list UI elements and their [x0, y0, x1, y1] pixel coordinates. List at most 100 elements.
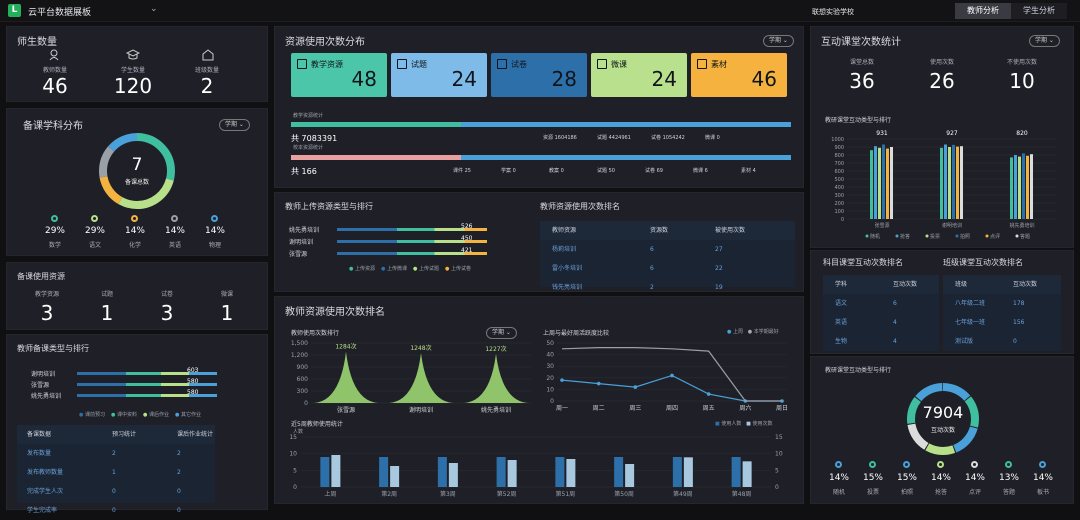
panel-title: 互动课堂次数统计	[821, 37, 901, 48]
resource-card[interactable]: 微课 24	[591, 53, 687, 97]
table-row[interactable]: 钱先亮培训 2 19	[540, 278, 795, 297]
tab-teacher-analysis[interactable]: 教师分析	[955, 3, 1011, 19]
resource-card[interactable]: 教学资源 48	[291, 53, 387, 97]
donut-slice-chinese	[99, 133, 175, 209]
resource-card[interactable]: 试卷 28	[491, 53, 587, 97]
legend-item: 拍照	[960, 233, 970, 240]
term-dropdown[interactable]: 学期 ⌄	[486, 327, 517, 339]
bar	[1026, 155, 1029, 219]
legend-dot	[865, 234, 869, 238]
data-label: 820	[1016, 130, 1028, 137]
bar	[742, 461, 752, 487]
y2-tick-label: 10	[775, 451, 783, 458]
y-tick-label: 1000	[831, 137, 844, 143]
legend-item: 投票	[930, 233, 940, 240]
legend-item: ● 上传试题	[413, 266, 439, 272]
resource-card-label: 试卷	[511, 60, 527, 69]
resource-card-value: 46	[751, 67, 777, 91]
y-tick-label: 400	[834, 185, 844, 191]
weekly-activity-line-chart: 0 10 20 30 40 50 周一 周二 周三 周四 周五 周六 周日	[546, 340, 788, 412]
x-tick-label: 周日	[776, 405, 788, 412]
x-tick-label: 张雪源	[337, 406, 355, 414]
resource-card-value: 24	[651, 67, 677, 91]
legend-dot	[955, 234, 959, 238]
data-point	[633, 385, 638, 389]
table-row[interactable]: 语文 6	[823, 294, 939, 313]
table-row[interactable]: 发布教师数量 1 2	[17, 463, 215, 482]
legend-item: 抢答	[900, 233, 910, 240]
x-tick-label: 周五	[703, 405, 715, 412]
area-peak	[314, 351, 378, 403]
y-tick-label: 0	[550, 398, 554, 405]
table-cell: 0	[177, 488, 181, 495]
legend-name: 化学	[128, 242, 141, 249]
data-point	[706, 392, 711, 396]
y-tick-label: 100	[834, 209, 844, 215]
chevron-down-icon[interactable]: ⌄	[150, 4, 158, 14]
table-row[interactable]: 学生完成率 0 0	[17, 501, 215, 520]
table-row[interactable]: 雷小冬培训 6 22	[540, 259, 795, 278]
teacher-prep-rank-panel: 教师备课类型与排行 谢明培训 603 张雪源 580 姚先勇培训 580 ● 课前预习 ● …	[6, 334, 268, 514]
table-row[interactable]: 八年级二班 178	[943, 294, 1061, 313]
resource-card[interactable]: 试题 24	[391, 53, 487, 97]
school-name: 联想实验学校	[812, 8, 854, 16]
legend-name: 数学	[48, 242, 61, 249]
app-title[interactable]: 云平台数据展板	[28, 8, 92, 18]
rank-value: 526	[461, 223, 473, 230]
resource-card-icon	[497, 59, 507, 69]
bar	[566, 459, 576, 487]
term-dropdown[interactable]: 学期 ⌄	[219, 119, 250, 131]
area-chart-title: 教师使用次数排行	[291, 330, 340, 337]
res-item: 试卷 69	[645, 168, 663, 174]
data-label: 1227次	[485, 345, 506, 353]
resource-card-icon	[297, 59, 307, 69]
table-cell: 6	[893, 300, 897, 307]
bar	[944, 144, 947, 219]
rank-value: 580	[187, 389, 199, 396]
panel-title: 师生数量	[17, 37, 57, 48]
bar	[614, 457, 624, 487]
y-tick-label: 10	[546, 386, 554, 393]
x-tick-label: 谢明培训	[409, 406, 433, 414]
interaction-rank-panel: 科目课堂互动次数排名 班级课堂互动次数排名 学科 互动次数 语文 6 英语 4 生物 4 班级…	[810, 250, 1074, 354]
table-row[interactable]: 七年级一班 156	[943, 313, 1061, 332]
y-tick-label: 700	[834, 161, 844, 167]
bar-chart-title: 近5周教师使用统计	[291, 421, 343, 428]
legend-pct: 14%	[930, 473, 951, 483]
table-cell: 4	[893, 338, 897, 345]
term-dropdown[interactable]: 学期 ⌄	[1029, 35, 1060, 47]
res-stat-label-1: 教学资源统计	[293, 113, 324, 119]
data-point	[596, 381, 601, 386]
term-dropdown[interactable]: 学期 ⌄	[763, 35, 794, 47]
bar	[507, 460, 517, 487]
legend-item: ● 上传微课	[381, 266, 407, 272]
table-cell: 27	[715, 246, 723, 253]
bar	[1014, 155, 1017, 219]
bar	[555, 457, 565, 487]
resource-usage-panel: 资源使用次数分布 学期 ⌄ 教学资源 48 试题 24 试卷 28 微课 24 素材 46 教学资…	[274, 26, 804, 188]
line-legend: ● 上周 ● 本学期最好	[727, 329, 779, 335]
table-row[interactable]: 发布数量 2 2	[17, 444, 215, 463]
resource-card-label: 教学资源	[311, 60, 343, 69]
resource-card-icon	[697, 59, 707, 69]
rank-name: 张雪源	[289, 251, 308, 258]
teacher-count-label: 教师数量	[42, 67, 67, 74]
table-row[interactable]: 生物 4	[823, 332, 939, 351]
table-row[interactable]: 英语 4	[823, 313, 939, 332]
table-row[interactable]: 完成学生人次 0 0	[17, 482, 215, 501]
teacher-count-value: 46	[42, 74, 68, 98]
table-row[interactable]: 杨莉培训 6 27	[540, 240, 795, 259]
legend-dot	[985, 234, 989, 238]
legend-dot	[1015, 234, 1019, 238]
x-tick-label: 周三	[629, 405, 641, 412]
res-item: 教案 0	[549, 168, 564, 174]
upload-rank-panel: 教师上传资源类型与排行 姚先勇培训 526 谢明培训 450 张雪源 421 ● 上传资源…	[274, 192, 804, 292]
tab-student-analysis[interactable]: 学生分析	[1011, 3, 1067, 19]
x-tick-label: 第51周	[556, 490, 576, 498]
interaction-stats-panel: 互动课堂次数统计 学期 ⌄ 课堂总数 使用次数 不使用次数 36 26 10 教…	[810, 26, 1074, 248]
resource-card[interactable]: 素材 46	[691, 53, 787, 97]
legend-name: 抢答	[934, 489, 947, 496]
table-row[interactable]: 测试版 0	[943, 332, 1061, 351]
class-icon	[202, 49, 214, 61]
legend-pct: 14%	[124, 226, 145, 236]
